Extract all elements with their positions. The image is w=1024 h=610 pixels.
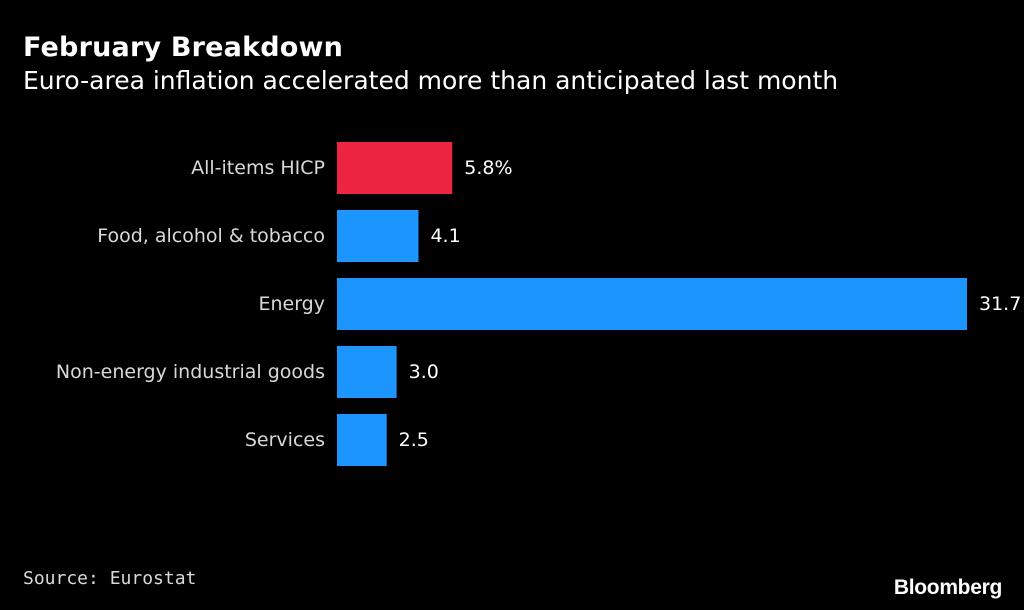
chart-title: February Breakdown bbox=[23, 32, 344, 63]
bar-energy bbox=[337, 278, 967, 330]
value-label-energy: 31.7 bbox=[979, 293, 1021, 315]
bar-non-energy-industrial-goods bbox=[337, 346, 397, 398]
bar-food-alcohol-and-tobacco bbox=[337, 210, 419, 262]
value-label-non-energy-industrial-goods: 3.0 bbox=[409, 361, 439, 383]
chart-subtitle: Euro-area inflation accelerated more tha… bbox=[23, 66, 839, 95]
category-label-all-items-hicp: All-items HICP bbox=[191, 157, 325, 179]
bloomberg-logo: Bloomberg bbox=[893, 576, 1002, 599]
bar-all-items-hicp bbox=[337, 142, 453, 194]
category-label-food-alcohol-and-tobacco: Food, alcohol & tobacco bbox=[97, 225, 325, 247]
value-label-food-alcohol-and-tobacco: 4.1 bbox=[430, 225, 460, 247]
value-label-all-items-hicp: 5.8% bbox=[464, 157, 512, 179]
category-label-non-energy-industrial-goods: Non-energy industrial goods bbox=[56, 361, 325, 383]
category-label-energy: Energy bbox=[258, 293, 325, 315]
source-note: Source: Eurostat bbox=[23, 568, 197, 589]
bar-services bbox=[337, 414, 387, 466]
value-label-services: 2.5 bbox=[399, 429, 429, 451]
category-label-services: Services bbox=[245, 429, 325, 451]
